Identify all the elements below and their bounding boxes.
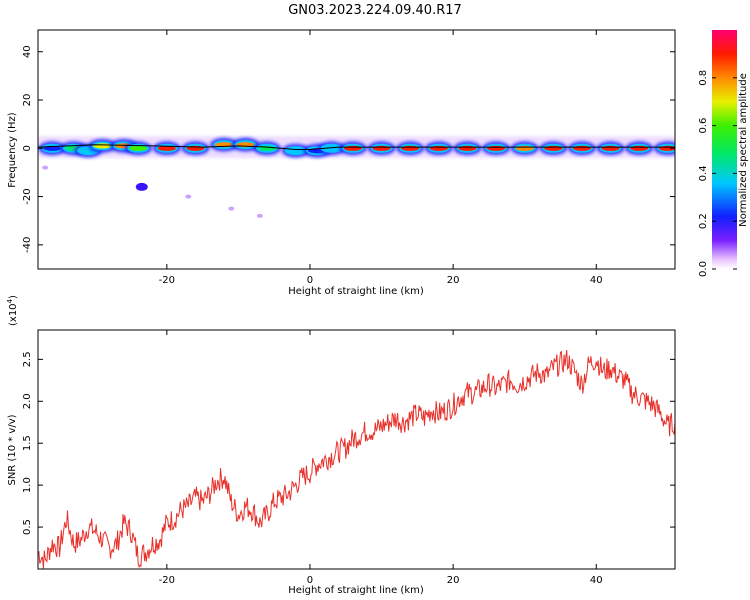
spectral-blob-core <box>458 145 477 151</box>
colorbar-label: Normalized spectral amplitude <box>738 73 749 227</box>
spectral-ridge-line <box>38 144 675 150</box>
y-tick-label: -40 <box>22 237 33 253</box>
spectrogram-panel: -20 0 20 40 -40 -20 0 20 40 Height of straight l… <box>7 29 676 297</box>
spectral-blob-core <box>429 145 448 151</box>
y-tick-label: 2.0 <box>22 393 33 409</box>
snr-xlabel: Height of straight line (km) <box>288 585 424 596</box>
x-tick-label: 20 <box>447 275 460 286</box>
figure-title: GN03.2023.224.09.40.R17 <box>288 3 462 18</box>
spectral-blob-core <box>157 145 176 151</box>
spectral-outlier <box>42 165 49 170</box>
spectral-blob-core <box>401 145 420 151</box>
spectral-outlier <box>256 213 263 218</box>
y-tick-label: 0 <box>22 145 33 151</box>
colorbar-tick-label: 0.0 <box>698 261 709 277</box>
colorbar-tick-label: 0.6 <box>698 118 709 134</box>
x-tick-label: -20 <box>159 275 175 286</box>
spectral-outlier <box>228 206 235 211</box>
x-tick-label: 0 <box>307 275 313 286</box>
colorbar-tick-label: 0.8 <box>698 70 709 86</box>
x-tick-label: 20 <box>447 575 460 586</box>
colorbar-tick-label: 0.4 <box>698 165 709 181</box>
x-tick-label: -20 <box>159 575 175 586</box>
y-tick-label: -20 <box>22 188 33 204</box>
spectral-blob-core <box>93 143 112 149</box>
spectral-blob-core <box>487 145 506 151</box>
spectrogram-xlabel: Height of straight line (km) <box>288 286 424 297</box>
spectrogram-area <box>38 136 675 218</box>
spectral-blob-core <box>515 145 534 151</box>
snr-multiplier-base: (x10 <box>8 303 19 326</box>
snr-multiplier: (x104) <box>6 295 19 326</box>
y-tick-label: 1.0 <box>22 477 33 493</box>
spectral-blob-core <box>572 145 591 151</box>
y-tick-label: 1.5 <box>22 435 33 451</box>
x-tick-label: 0 <box>307 575 313 586</box>
spectral-blob-core <box>601 145 620 151</box>
y-tick-label: 0.5 <box>22 519 33 535</box>
spectral-outlier <box>185 194 192 199</box>
spectral-blob-core <box>372 145 391 151</box>
colorbar-tick-label: 0.2 <box>698 213 709 229</box>
y-tick-label: 40 <box>22 45 33 58</box>
spectral-blob-core <box>343 145 362 151</box>
snr-multiplier-close: ) <box>8 295 19 299</box>
snr-series-line <box>38 349 675 569</box>
spectrogram-ylabel: Frequency (Hz) <box>7 112 18 188</box>
snr-multiplier-exp: 4 <box>6 298 14 303</box>
spectral-blob-core <box>129 145 148 151</box>
snr-ylabel: SNR (10 * v/v) <box>7 414 18 485</box>
spectral-outlier <box>135 182 148 191</box>
colorbar-gradient <box>712 30 737 269</box>
snr-frame <box>37 329 676 570</box>
spectral-blob-core <box>544 145 563 151</box>
y-tick-label: 2.5 <box>22 351 33 367</box>
y-tick-label: 20 <box>22 94 33 107</box>
x-tick-label: 40 <box>590 575 603 586</box>
snr-panel: -20 0 20 40 0.5 1.0 1.5 2.0 2.5 Height of straig… <box>6 295 676 596</box>
x-tick-label: 40 <box>590 275 603 286</box>
spectral-blob-core <box>630 145 649 151</box>
colorbar: 0.0 0.2 0.4 0.6 0.8 Normalized spectral ampl… <box>698 30 749 277</box>
spectrogram-frame <box>37 29 676 270</box>
